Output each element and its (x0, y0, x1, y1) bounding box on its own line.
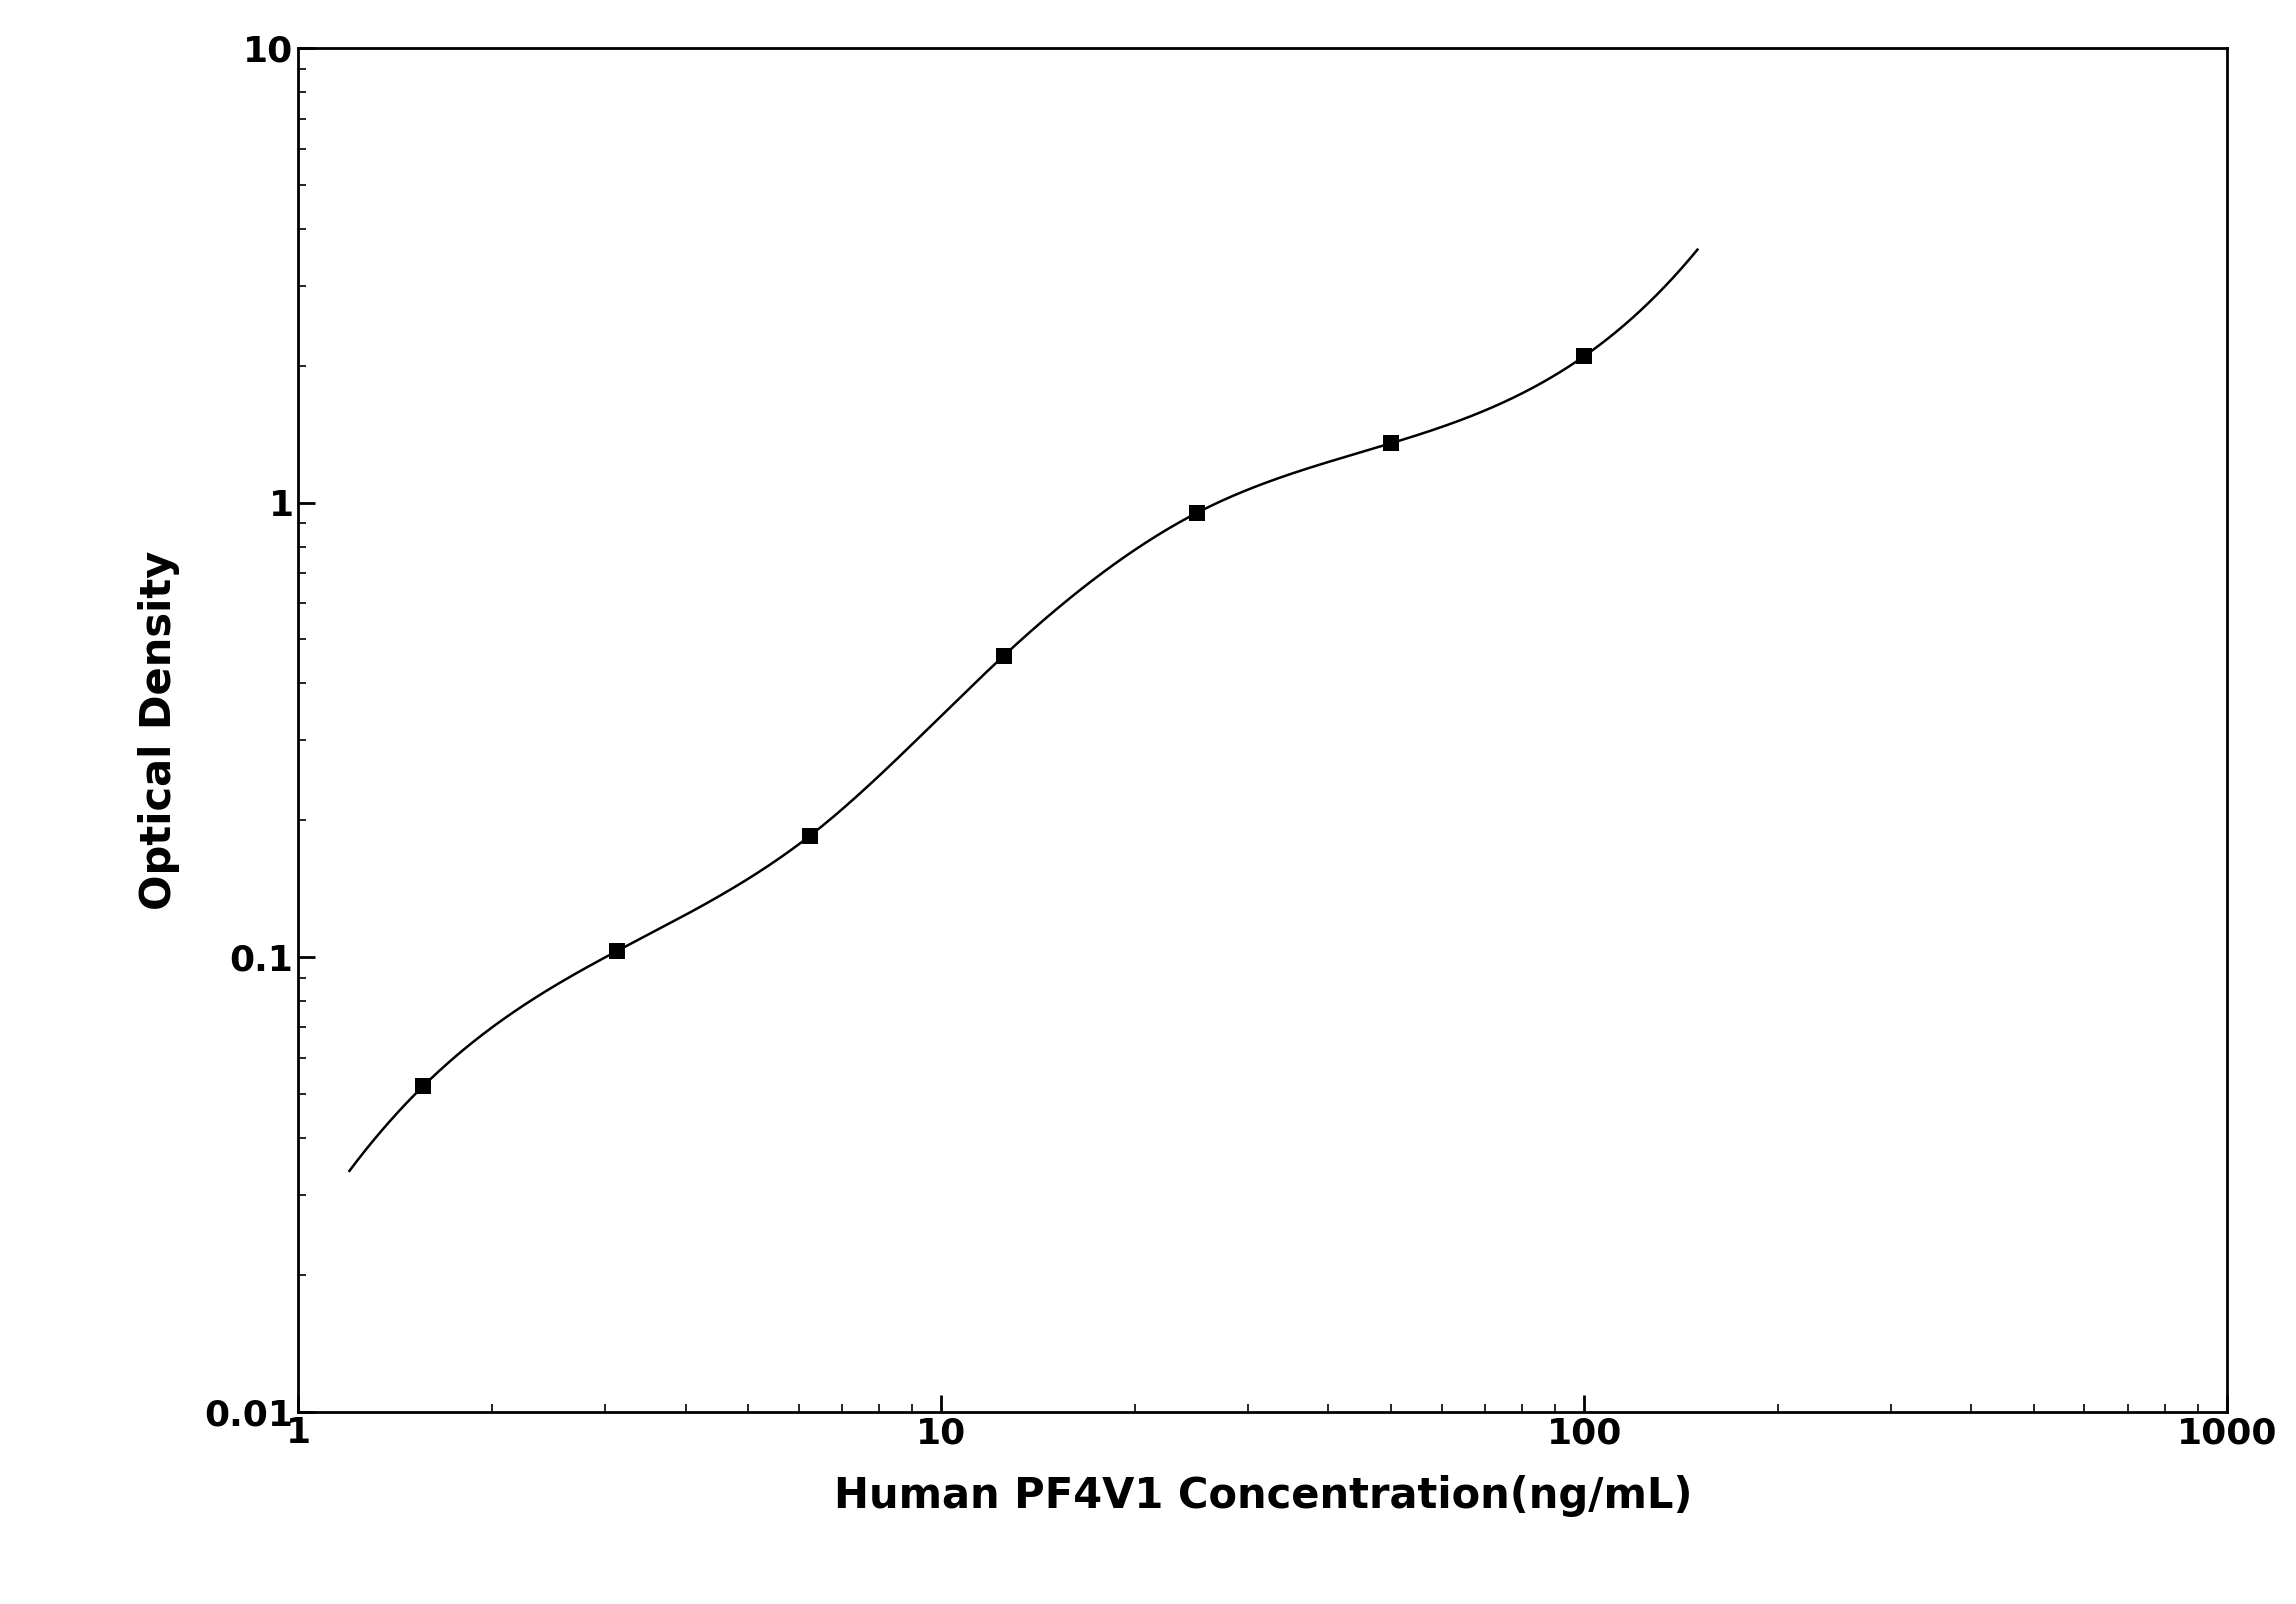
Point (1178, 500, 1215, 526)
X-axis label: Human PF4V1 Concentration(ng/mL): Human PF4V1 Concentration(ng/mL) (833, 1476, 1692, 1517)
Point (599, 938, 636, 964)
Point (985, 643, 1022, 669)
Point (1373, 430, 1410, 456)
Y-axis label: Optical Density: Optical Density (138, 550, 179, 909)
Point (404, 1073, 441, 1099)
Point (792, 823, 829, 849)
Point (1566, 343, 1603, 369)
